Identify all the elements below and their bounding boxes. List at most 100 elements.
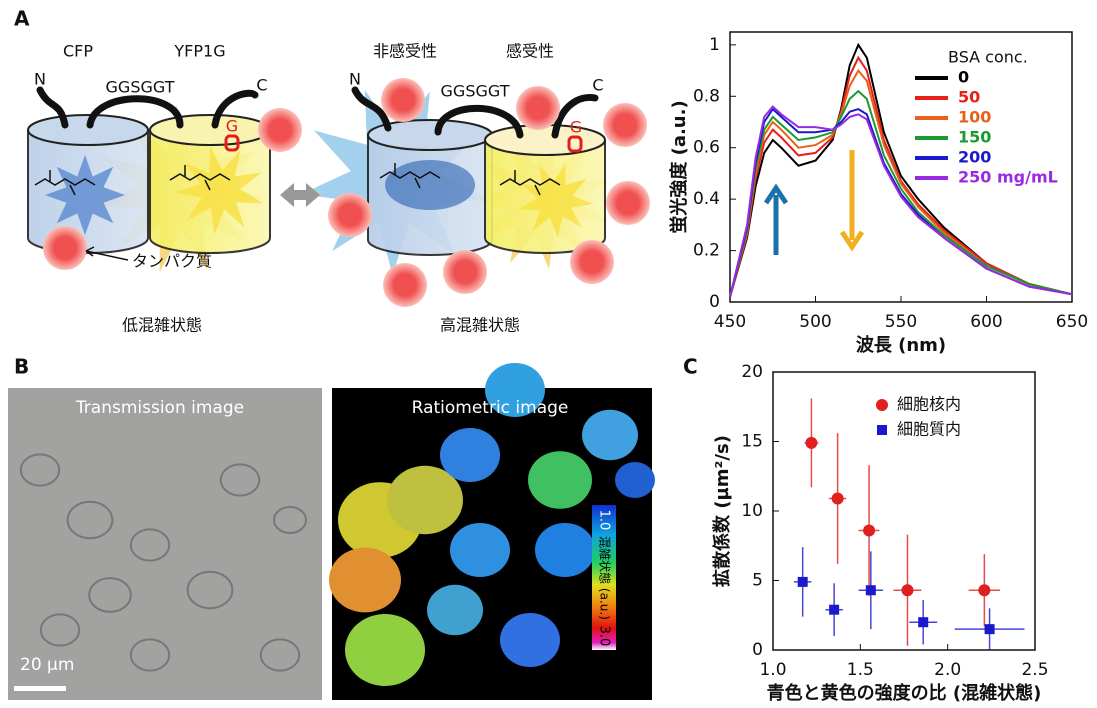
glow [385,160,475,210]
panel-label: C [683,355,698,379]
protein [328,193,372,237]
label: CFP [63,42,93,61]
label: G [226,117,238,136]
scale-bar [14,686,66,691]
figure: A B C CFP YFP1G N GGSGGT C G タンパク質 低混雑状態… [0,0,1097,704]
protein [381,78,425,122]
legend-marker [876,399,888,411]
y-tick-label: 1 [709,35,720,55]
legend-label: 150 [958,128,991,147]
x-tick-label: 1.5 [847,660,874,680]
protein [383,263,427,307]
point [798,577,808,587]
label: N [349,70,361,89]
x-tick-label: 650 [1056,312,1088,332]
cell [500,613,560,667]
x-tick-label: 1.0 [759,660,786,680]
x-tick-label: 2.0 [934,660,961,680]
x-tick-label: 550 [885,312,917,332]
y-tick-label: 20 [741,362,763,382]
label: YFP1G [173,42,225,61]
point [863,524,875,536]
cell [528,451,592,509]
panel-label: A [14,7,30,31]
y-tick-label: 0.8 [693,86,720,106]
panel-label: B [14,355,29,379]
cylinder-top [150,115,270,145]
double-arrow [280,183,320,207]
image-title: Ratiometric image [412,398,569,418]
y-tick-label: 15 [741,432,763,452]
colorbar-label: 1.0 [597,510,612,531]
y-tick-label: 0 [752,640,763,660]
point [978,584,990,596]
y-tick-label: 10 [741,501,763,521]
plot-frame [773,372,1035,650]
cell [535,523,595,577]
protein [43,226,87,270]
label: 非感受性 [373,42,437,61]
point [918,617,928,627]
legend-label: 0 [958,68,969,87]
colorbar-label: 混雑状態 (a.u.) [598,536,613,620]
cell [582,410,638,460]
arrow [842,150,862,247]
protein [443,250,487,294]
point [866,585,876,595]
cylinder-top [485,125,605,155]
label: GGSGGT [106,78,175,97]
cell [329,548,401,613]
series-line [730,107,1072,297]
protein [516,86,560,130]
y-axis-label: 拡散係数 (µm²/s) [711,435,733,587]
transmission-image [8,388,322,700]
point [832,492,844,504]
point [805,437,817,449]
y-axis-label: 蛍光強度 (a.u.) [668,100,690,233]
label: 低混雑状態 [122,316,202,335]
label: N [34,70,46,89]
point [829,605,839,615]
label: C [256,76,267,95]
cell [615,462,655,498]
diagram [28,78,650,307]
legend-title: BSA conc. [948,48,1028,67]
label: 高混雑状態 [440,316,520,335]
image-title: Transmission image [75,398,244,418]
protein [258,108,302,152]
protein [570,240,614,284]
label: タンパク質 [132,252,212,271]
burst [45,155,125,235]
y-tick-label: 5 [752,571,763,591]
legend-label: 200 [958,148,991,167]
scale-label: 20 µm [20,655,74,675]
legend-label: 100 [958,108,991,127]
x-tick-label: 500 [799,312,831,332]
cell [427,585,483,635]
y-tick-label: 0.4 [693,189,720,209]
legend-label: 50 [958,88,980,107]
legend-marker [877,425,887,435]
label: GGSGGT [441,82,510,101]
protein [606,181,650,225]
x-axis-label: 波長 (nm) [856,334,946,356]
x-tick-label: 600 [970,312,1002,332]
y-tick-label: 0.2 [693,241,720,261]
point [985,624,995,634]
label: 感受性 [506,42,554,61]
cell [345,614,425,686]
x-axis-label: 青色と黄色の強度の比 (混雑状態) [767,682,1042,704]
legend-label: 細胞核内 [897,395,961,414]
x-tick-label: 2.5 [1021,660,1048,680]
point [901,584,913,596]
colorbar-label: 3.0 [597,626,612,647]
legend-label: 250 mg/mL [958,168,1058,187]
protein [603,103,647,147]
x-tick-label: 450 [714,312,746,332]
y-tick-label: 0 [709,292,720,312]
arrow [766,188,786,255]
y-tick-label: 0.6 [693,138,720,158]
cell [450,523,510,577]
cell [440,428,500,482]
label: C [592,76,603,95]
